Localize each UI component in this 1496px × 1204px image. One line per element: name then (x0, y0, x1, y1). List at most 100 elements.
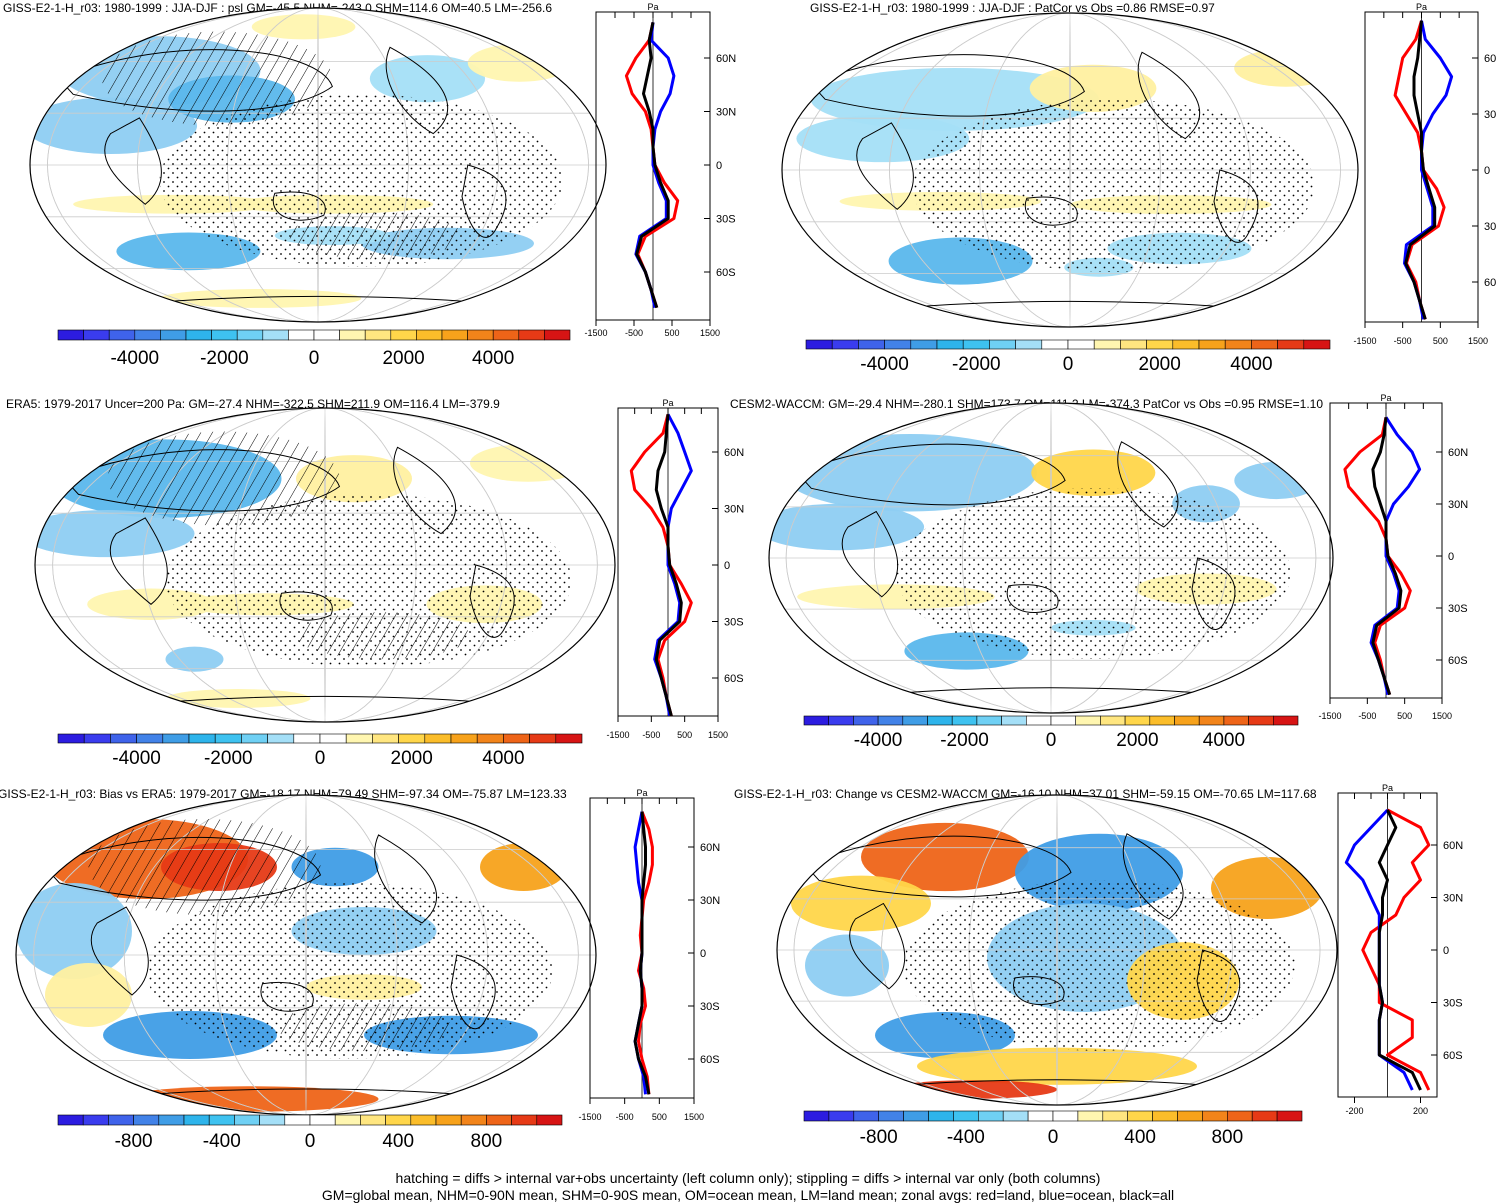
colorbar-swatch (162, 733, 190, 744)
colorbar-swatch (1027, 1110, 1054, 1122)
colorbar-label: 0 (309, 348, 320, 369)
profile-unit: Pa (647, 2, 658, 12)
colorbar-swatch (962, 339, 990, 350)
colorbar-swatch (1067, 339, 1095, 350)
colorbar-swatch (82, 1114, 109, 1126)
colorbar-swatch (828, 715, 854, 726)
colorbar-swatch (511, 1114, 538, 1126)
map (16, 795, 596, 1115)
profile-lat-label: 60S (1448, 655, 1468, 667)
panel-p6: GISS-E2-1-H_r03: Change vs CESM2-WACCM G… (734, 783, 1463, 1148)
stippling (911, 99, 1315, 273)
colorbar-swatch (390, 329, 417, 341)
panel-title: ERA5: 1979-2017 Uncer=200 Pa: GM=-27.4 N… (6, 397, 500, 411)
coastline (63, 449, 341, 512)
colorbar-label: 400 (382, 1131, 414, 1152)
colorbar-swatch (160, 329, 187, 341)
colorbar-swatch (544, 329, 571, 341)
hatching (296, 612, 470, 660)
colorbar-swatch (208, 1114, 235, 1126)
colorbar-swatch (345, 733, 373, 744)
colorbar-swatch (288, 329, 315, 341)
profile-xtick-label: -1500 (1318, 711, 1341, 721)
profile-unit: Pa (1380, 393, 1391, 403)
colorbar-swatch (1149, 715, 1175, 726)
profile-xtick-label: -1500 (578, 1112, 601, 1122)
colorbar-label: -4000 (112, 748, 161, 769)
colorbar-swatch (416, 329, 443, 341)
profile-lat-label: 30S (700, 1001, 720, 1013)
coastline (1117, 441, 1179, 528)
profile-lat-label: 30N (724, 504, 744, 516)
hatching (277, 1003, 451, 1051)
coastline (90, 906, 149, 996)
profile-lat-label: 0 (700, 948, 706, 960)
zonal-series-all (635, 21, 670, 309)
coastline (1122, 833, 1184, 920)
profile-xtick-label: 200 (1413, 1106, 1428, 1116)
colorbar-swatch (234, 1114, 260, 1126)
anomaly-region (35, 510, 195, 558)
zonal-profile: Pa -200 200 60N 30N 0 30S 60S (1337, 783, 1463, 1116)
colorbar-swatch (319, 733, 347, 744)
profile-lat-label: 30N (1448, 499, 1468, 511)
panel-title: GISS-E2-1-H_r03: Change vs CESM2-WACCM G… (734, 787, 1317, 801)
colorbar-swatch (1202, 1110, 1228, 1122)
anomaly-region (16, 883, 132, 979)
colorbar-swatch (57, 733, 85, 744)
colorbar: -4000 -2000 0 2000 4000 (805, 339, 1331, 375)
colorbar-swatch (133, 1114, 160, 1126)
colorbar-swatch (1052, 1110, 1079, 1122)
colorbar-swatch (831, 339, 859, 350)
zonal-series-all (633, 811, 651, 1095)
colorbar-swatch (1273, 715, 1299, 726)
colorbar-swatch (858, 339, 885, 350)
profile-lat-label: 30 (1484, 221, 1496, 233)
colorbar-label: -2000 (200, 348, 249, 369)
map (30, 8, 606, 322)
colorbar-swatch (259, 1114, 286, 1126)
colorbar-swatch (492, 329, 520, 341)
profile-xtick-label: -500 (642, 730, 660, 740)
colorbar-swatch (1146, 339, 1174, 350)
colorbar-swatch (884, 339, 912, 350)
colorbar-swatch (134, 329, 161, 341)
coastline (804, 835, 1072, 898)
profile-lat-label: 60N (1448, 447, 1468, 459)
anomaly-region (480, 843, 567, 891)
graticule-meridian (785, 403, 1317, 713)
profile-xtick-label: 500 (677, 730, 692, 740)
colorbar-swatch (529, 733, 557, 744)
anomaly-region (251, 14, 356, 40)
zonal-profile: Pa -1500 -500 500 1500 60N 30N 0 30S 60S (1318, 393, 1468, 721)
anomaly-region (791, 875, 931, 932)
profile-lat-label: 60N (1443, 840, 1463, 852)
profile-lat-label: 60S (716, 267, 736, 279)
colorbar-label: 2000 (1116, 730, 1158, 751)
colorbar-swatch (450, 733, 478, 744)
profile-lat-label: 30S (1443, 998, 1463, 1010)
colorbar-label: 0 (1048, 1127, 1059, 1148)
footnote-line-1: hatching = diffs > internal var+obs unce… (396, 1170, 1101, 1186)
colorbar-swatch (1223, 715, 1249, 726)
colorbar-swatch (108, 1114, 134, 1126)
profile-lat-label: 0 (1443, 945, 1449, 957)
profile-lat-label: 60N (724, 447, 744, 459)
colorbar-swatch (1100, 715, 1126, 726)
colorbar-swatch (928, 1110, 954, 1122)
colorbar-swatch (486, 1114, 512, 1126)
graticule-meridian (33, 795, 579, 1115)
colorbar-label: -400 (203, 1131, 241, 1152)
colorbar-swatch (467, 329, 494, 341)
profile-lat-label: 30 (1484, 109, 1496, 121)
colorbar-swatch (108, 329, 136, 341)
colorbar-swatch (57, 329, 84, 341)
colorbar-label: 4000 (472, 348, 514, 369)
colorbar-swatch (1002, 1110, 1029, 1122)
colorbar-label: 0 (305, 1131, 316, 1152)
profile-unit: Pa (662, 398, 673, 408)
colorbar-swatch (902, 715, 928, 726)
panel-p1: GISS-E2-1-H_r03: 1980-1999 : JJA-DJF : p… (3, 1, 736, 369)
colorbar: -4000 -2000 0 2000 4000 (57, 329, 571, 369)
zonal-profile: Pa -1500 -500 500 1500 60N 30N 0 30S 60S (584, 2, 736, 338)
